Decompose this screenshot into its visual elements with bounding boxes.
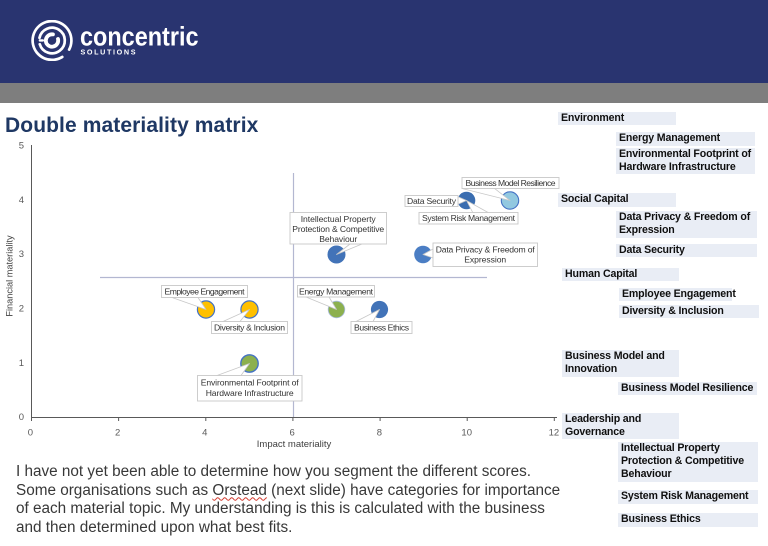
svg-text:Hardware Infrastructure: Hardware Infrastructure bbox=[206, 388, 294, 398]
svg-text:Business Model Resilience: Business Model Resilience bbox=[466, 178, 556, 188]
svg-text:3: 3 bbox=[19, 249, 24, 260]
svg-text:Environmental Footprint of: Environmental Footprint of bbox=[201, 377, 300, 387]
svg-text:Data Privacy & Freedom of: Data Privacy & Freedom of bbox=[436, 244, 536, 254]
svg-text:Behaviour: Behaviour bbox=[319, 234, 357, 244]
svg-text:2: 2 bbox=[115, 428, 120, 439]
svg-text:4: 4 bbox=[19, 195, 24, 206]
svg-text:Employee Engagement: Employee Engagement bbox=[165, 287, 246, 297]
svg-text:Data Security: Data Security bbox=[407, 196, 457, 206]
svg-text:Impact materiality: Impact materiality bbox=[257, 439, 332, 450]
svg-text:10: 10 bbox=[461, 428, 472, 439]
svg-text:6: 6 bbox=[289, 428, 294, 439]
svg-text:Protection & Competitive: Protection & Competitive bbox=[292, 224, 384, 234]
svg-text:0: 0 bbox=[19, 412, 24, 423]
svg-text:5: 5 bbox=[19, 141, 24, 152]
svg-text:System Risk Management: System Risk Management bbox=[422, 213, 516, 223]
svg-text:concentric: concentric bbox=[80, 22, 199, 52]
svg-text:Financial materiality: Financial materiality bbox=[5, 235, 15, 317]
svg-text:8: 8 bbox=[377, 428, 382, 439]
svg-text:Energy Management: Energy Management bbox=[299, 286, 374, 296]
svg-text:2: 2 bbox=[19, 304, 24, 315]
svg-text:1: 1 bbox=[19, 358, 24, 369]
svg-text:12: 12 bbox=[549, 428, 560, 439]
svg-text:SOLUTIONS: SOLUTIONS bbox=[81, 48, 136, 57]
svg-text:Intellectual Property: Intellectual Property bbox=[301, 214, 377, 224]
svg-text:Diversity & Inclusion: Diversity & Inclusion bbox=[214, 323, 285, 333]
svg-text:4: 4 bbox=[202, 428, 207, 439]
svg-text:Expression: Expression bbox=[464, 255, 506, 265]
svg-text:Business Ethics: Business Ethics bbox=[354, 323, 409, 333]
svg-text:0: 0 bbox=[28, 428, 33, 439]
